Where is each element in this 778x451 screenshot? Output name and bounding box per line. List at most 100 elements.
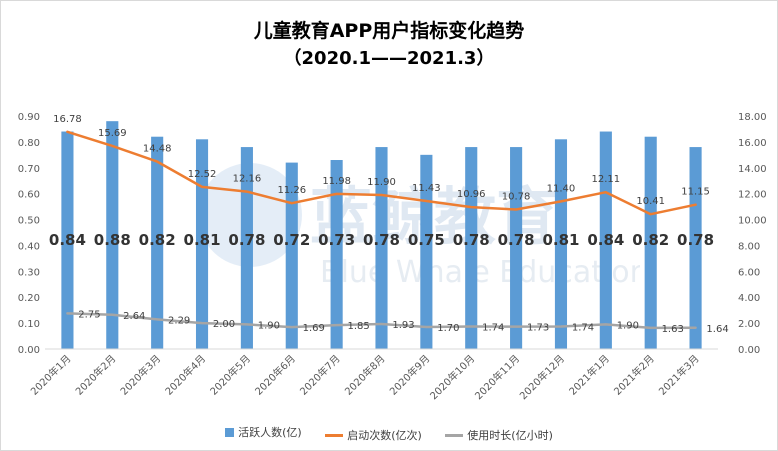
- left-tick-label: 0.40: [18, 241, 40, 252]
- launch-value-label: 12.11: [592, 174, 621, 185]
- bar-value-label: 0.81: [542, 231, 579, 249]
- left-tick-label: 0.30: [18, 267, 40, 278]
- bar-value-label: 0.78: [363, 231, 400, 249]
- x-tick-label: 2020年10月: [427, 352, 477, 402]
- x-tick-label: 2020年6月: [252, 352, 298, 398]
- bar-value-label: 0.82: [632, 231, 669, 249]
- left-tick-label: 0.50: [18, 216, 40, 227]
- bar: [195, 139, 209, 349]
- launch-value-label: 12.52: [188, 169, 217, 180]
- right-tick-label: 0.00: [738, 345, 760, 356]
- bar: [465, 147, 478, 349]
- duration-value-label: 2.64: [123, 311, 145, 322]
- bar-value-label: 0.81: [184, 231, 221, 249]
- right-tick-label: 16.00: [738, 138, 767, 149]
- duration-value-label: 1.93: [392, 320, 414, 331]
- bar-value-label: 0.88: [94, 231, 131, 249]
- legend-item-active: 活跃人数(亿): [225, 424, 302, 440]
- bar: [510, 147, 523, 349]
- x-tick-label: 2021年3月: [656, 352, 702, 398]
- duration-value-label: 2.29: [168, 315, 190, 326]
- right-tick-label: 6.00: [738, 267, 760, 278]
- data-labels: 0.84 0.88 0.82 0.81 0.78 0.72 0.73 0.78 0.75 0.78…: [49, 114, 729, 335]
- bar: [554, 139, 568, 349]
- launch-line: [66, 130, 697, 216]
- right-axis: 0.00 2.00 4.00 6.00 8.00 10.00 12.00 14.00 16.00…: [738, 112, 767, 356]
- bar-value-label: 0.78: [228, 231, 265, 249]
- bar-value-label: 0.75: [408, 231, 445, 249]
- bar: [106, 121, 119, 349]
- left-tick-label: 0.80: [18, 138, 40, 149]
- launch-value-label: 10.96: [457, 189, 486, 200]
- x-tick-label: 2020年4月: [162, 352, 208, 398]
- chart-title: 儿童教育APP用户指标变化趋势: [253, 20, 525, 42]
- bar-value-label: 0.72: [273, 231, 310, 249]
- bar: [644, 136, 657, 349]
- bar-value-label: 0.84: [587, 231, 624, 249]
- legend-swatch-launch: [325, 433, 344, 437]
- x-tick-label: 2020年5月: [207, 352, 253, 398]
- bar: [330, 160, 343, 349]
- bar-series: [61, 121, 702, 349]
- launch-value-label: 15.69: [98, 128, 127, 139]
- right-tick-label: 10.00: [738, 216, 767, 227]
- left-tick-label: 0.90: [18, 112, 40, 123]
- x-tick-label: 2021年2月: [611, 352, 657, 398]
- duration-value-label: 2.75: [78, 309, 100, 320]
- left-tick-label: 0.10: [18, 319, 40, 330]
- chart-subtitle: （2020.1——2021.3）: [283, 48, 495, 69]
- bar-value-label: 0.73: [318, 231, 355, 249]
- legend-label-launch: 启动次数(亿次): [347, 429, 422, 442]
- launch-value-label: 11.26: [277, 185, 306, 196]
- x-tick-label: 2020年11月: [472, 352, 522, 402]
- left-tick-label: 0.60: [18, 190, 40, 201]
- launch-value-label: 11.90: [367, 177, 396, 188]
- legend-swatch-duration: [445, 433, 464, 437]
- duration-value-label: 1.73: [527, 323, 549, 334]
- duration-value-label: 1.69: [303, 323, 325, 334]
- launch-value-label: 12.16: [233, 174, 262, 185]
- left-tick-label: 0.00: [18, 345, 40, 356]
- bar: [151, 136, 164, 349]
- x-tick-label: 2020年9月: [387, 352, 433, 398]
- duration-value-label: 1.63: [662, 324, 684, 335]
- legend-swatch-active: [225, 427, 235, 437]
- bar: [599, 131, 612, 349]
- launch-value-label: 10.78: [502, 191, 531, 202]
- launch-value-label: 11.40: [547, 183, 576, 194]
- right-tick-label: 8.00: [738, 241, 760, 252]
- duration-value-label: 1.74: [572, 322, 594, 333]
- x-tick-label: 2020年12月: [517, 352, 567, 402]
- duration-line: [66, 312, 697, 330]
- x-tick-label: 2021年1月: [566, 352, 612, 398]
- x-tick-label: 2020年8月: [342, 352, 388, 398]
- left-tick-label: 0.70: [18, 164, 40, 175]
- watermark-logo: 蓝鲸教育 Blue Whale Education: [198, 163, 640, 290]
- bar: [61, 131, 74, 349]
- bar: [375, 147, 388, 349]
- right-tick-label: 14.00: [738, 164, 767, 175]
- bar-value-label: 0.82: [139, 231, 176, 249]
- duration-value-label: 1.74: [482, 322, 504, 333]
- bar-value-label: 0.84: [49, 231, 86, 249]
- legend-label-duration: 使用时长(亿小时): [467, 429, 553, 442]
- bar: [420, 154, 433, 349]
- left-tick-label: 0.20: [18, 293, 40, 304]
- bar-value-label: 0.78: [498, 231, 535, 249]
- watermark-en: Blue Whale Education: [320, 255, 640, 290]
- legend-label-active: 活跃人数(亿): [238, 426, 302, 439]
- legend: 活跃人数(亿) 启动次数(亿次) 使用时长(亿小时): [0, 424, 778, 443]
- bar-value-label: 0.78: [677, 231, 714, 249]
- launch-value-label: 11.15: [681, 187, 710, 198]
- duration-value-label: 1.90: [617, 320, 639, 331]
- bar: [240, 147, 253, 349]
- legend-item-launch: 启动次数(亿次): [325, 427, 422, 443]
- bar: [285, 162, 298, 349]
- launch-value-label: 16.78: [53, 114, 82, 125]
- right-tick-label: 18.00: [738, 112, 767, 123]
- x-tick-label: 2020年3月: [117, 352, 163, 398]
- legend-item-duration: 使用时长(亿小时): [445, 427, 553, 443]
- duration-value-label: 1.64: [706, 324, 728, 335]
- x-tick-label: 2020年2月: [73, 352, 119, 398]
